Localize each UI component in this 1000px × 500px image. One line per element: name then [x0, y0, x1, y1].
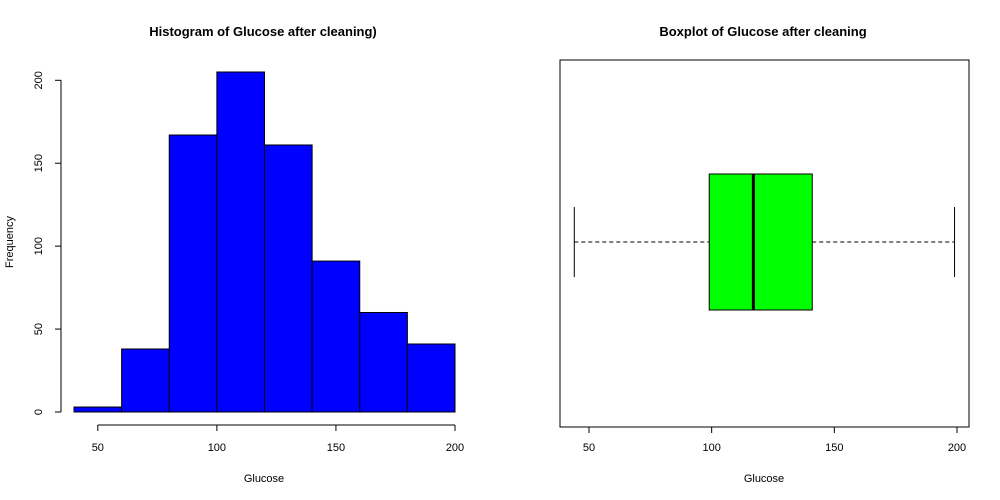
histogram-panel: Histogram of Glucose after cleaning) Glu… [4, 24, 464, 485]
histogram-bars [73, 71, 456, 413]
histogram-bar-7 [406, 343, 456, 413]
boxplot-title: Boxplot of Glucose after cleaning [659, 24, 866, 39]
histogram-x-axis: 50 100 150 200 [92, 424, 464, 454]
histogram-y-tick-label-3: 150 [33, 154, 45, 172]
histogram-x-axis-label: Glucose [244, 473, 284, 485]
histogram-x-tick-label-3: 200 [446, 442, 464, 454]
boxplot-x-tick-label-2: 150 [825, 442, 843, 454]
boxplot-x-axis: 50 100 150 200 [583, 426, 966, 454]
histogram-y-tick-label-2: 100 [33, 237, 45, 255]
histogram-y-axis-label: Frequency [4, 216, 16, 268]
histogram-x-tick-label-0: 50 [92, 442, 104, 454]
histogram-bar-0 [73, 406, 123, 413]
boxplot-x-tick-label-1: 100 [702, 442, 720, 454]
boxplot-x-tick-label-3: 200 [948, 442, 966, 454]
boxplot-box [708, 173, 813, 311]
histogram-x-tick-label-2: 150 [327, 442, 345, 454]
histogram-y-tick-label-4: 200 [33, 71, 45, 89]
histogram-x-tick-label-1: 100 [208, 442, 226, 454]
boxplot-marks [573, 173, 956, 311]
boxplot-x-tick-label-0: 50 [583, 442, 595, 454]
histogram-bar-3 [216, 71, 265, 413]
histogram-bar-2 [168, 134, 218, 413]
histogram-bar-1 [121, 348, 170, 413]
histogram-title: Histogram of Glucose after cleaning) [149, 24, 377, 39]
histogram-bar-6 [359, 311, 408, 413]
histogram-y-tick-label-0: 0 [33, 409, 45, 415]
histogram-bar-4 [264, 144, 313, 413]
histogram-y-axis: 0 50 100 150 200 [33, 71, 62, 415]
histogram-y-tick-label-1: 50 [33, 323, 45, 335]
boxplot-panel: Boxplot of Glucose after cleaning Glucos… [559, 24, 970, 485]
boxplot-x-axis-label: Glucose [744, 473, 784, 485]
histogram-bar-5 [311, 260, 361, 413]
